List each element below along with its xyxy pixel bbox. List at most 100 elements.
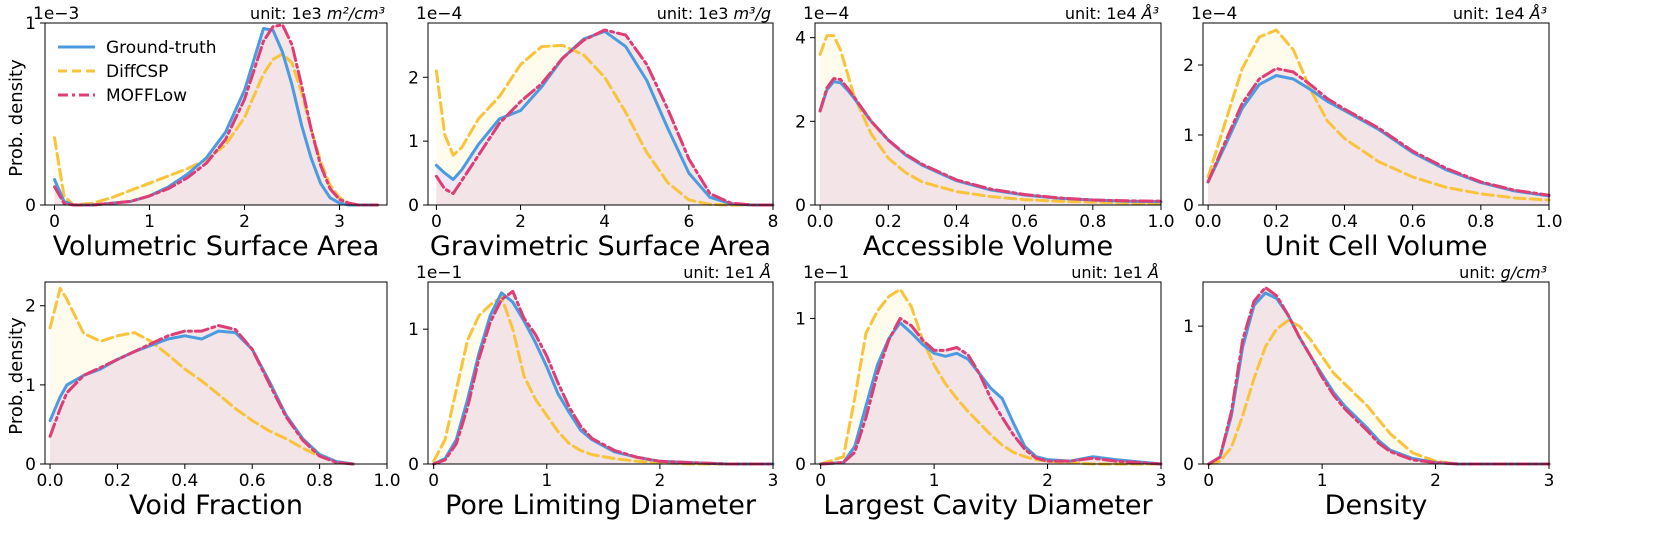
y-tick-label: 0: [1183, 455, 1194, 475]
y-tick-label: 1: [408, 132, 419, 152]
legend-label: MOFFLow: [106, 86, 187, 106]
x-axis-label: Density: [1325, 490, 1428, 521]
x-axis-label: Accessible Volume: [863, 231, 1113, 262]
line-mofflow: [1206, 67, 1551, 197]
axes-frame: [427, 22, 774, 206]
y-tick-label: 0: [1183, 196, 1194, 216]
axis-multiplier: 1e−4: [416, 4, 462, 24]
line-diffcsp: [53, 52, 379, 207]
x-tick-label: 0.4: [171, 471, 198, 491]
y-tick-label: 1: [25, 376, 36, 396]
y-tick-label: 2: [408, 68, 419, 88]
y-tick-label: 1: [408, 320, 419, 340]
unit-label: unit: 1e4 Å³: [1453, 4, 1547, 23]
legend-item-diffcsp: DiffCSP: [58, 62, 168, 82]
x-tick-label: 0.8: [306, 471, 333, 491]
x-axis-label: Gravimetric Surface Area: [430, 231, 771, 262]
y-axis-label-bottom: Prob. density: [6, 317, 27, 435]
y-axis-label-top: Prob. density: [6, 59, 27, 177]
unit-label: unit: 1e4 Å³: [1065, 4, 1159, 23]
axis-multiplier: 1e−1: [416, 263, 462, 283]
x-tick-label: 3: [768, 471, 779, 491]
line-mofflow: [53, 23, 379, 207]
y-tick-label: 0: [408, 455, 419, 475]
x-tick-label: 0.2: [104, 471, 131, 491]
x-tick-label: 1: [929, 471, 940, 491]
x-tick-label: 0.8: [1467, 212, 1494, 232]
axes-frame: [814, 281, 1162, 465]
area-mofflow: [1208, 287, 1549, 464]
unit-label: unit: 1e1 Å: [1071, 263, 1159, 282]
legend-label: Ground-truth: [106, 38, 217, 58]
unit-label: unit: 1e1 Å: [683, 263, 771, 282]
x-tick-label: 0: [428, 471, 439, 491]
legend: Ground-truth DiffCSP MOFFLow: [58, 38, 217, 106]
unit-label: unit: g/cm³: [1459, 263, 1547, 282]
x-tick-label: 3: [334, 212, 345, 232]
axes-frame: [814, 22, 1162, 206]
y-tick-label: 2: [25, 297, 36, 317]
x-tick-label: 0.2: [1263, 212, 1290, 232]
line-mofflow: [1207, 286, 1551, 466]
line-diffcsp: [48, 286, 355, 466]
x-tick-label: 2: [1430, 471, 1441, 491]
x-tick-label: 0.0: [807, 212, 834, 232]
x-tick-label: 2: [239, 212, 250, 232]
x-tick-label: 0: [49, 212, 60, 232]
axes-frame: [44, 22, 388, 206]
axes-frame: [44, 281, 388, 465]
x-tick-label: 0: [815, 471, 826, 491]
y-tick-label: 0: [408, 196, 419, 216]
x-tick-label: 1: [1317, 471, 1328, 491]
axes-frame: [1202, 22, 1550, 206]
legend-label: DiffCSP: [106, 62, 168, 82]
line-mofflow: [48, 324, 355, 466]
x-tick-label: 0: [431, 212, 442, 232]
x-tick-label: 0.6: [1399, 212, 1426, 232]
area-mofflow: [820, 318, 1161, 464]
line-mofflow: [432, 289, 775, 466]
line-mofflow: [434, 28, 775, 207]
axis-multiplier: 1e−4: [803, 4, 849, 24]
x-tick-label: 3: [1544, 471, 1555, 491]
y-tick-label: 4: [795, 29, 806, 49]
x-tick-label: 1: [541, 471, 552, 491]
line-mofflow: [818, 77, 1163, 203]
x-axis-label: Pore Limiting Diameter: [445, 490, 757, 521]
legend-item-ground-truth: Ground-truth: [58, 38, 217, 58]
panel-3: 0.0 0.2 0.4 0.6 0.8 1.0 0 2 4 Accessible Volume 1e…: [795, 4, 1174, 262]
line-diffcsp: [818, 34, 1163, 205]
x-axis-label: Void Fraction: [129, 490, 303, 521]
x-axis-label: Largest Cavity Diameter: [823, 490, 1153, 521]
y-tick-label: 2: [1183, 56, 1194, 76]
y-tick-label: 0: [795, 196, 806, 216]
legend-item-mofflow: MOFFLow: [58, 86, 187, 106]
area-mofflow: [433, 291, 773, 464]
y-tick-label: 0: [25, 455, 36, 475]
x-tick-label: 2: [515, 212, 526, 232]
x-tick-label: 0.0: [37, 471, 64, 491]
y-tick-label: 0: [25, 196, 36, 216]
area-mofflow: [50, 325, 354, 464]
x-tick-label: 0.6: [1011, 212, 1038, 232]
axes-frame: [1202, 281, 1550, 465]
x-tick-label: 4: [599, 212, 610, 232]
x-tick-label: 1.0: [373, 471, 400, 491]
line-mofflow: [819, 316, 1163, 466]
area-mofflow: [820, 78, 1161, 205]
line-diffcsp: [434, 43, 775, 207]
y-tick-label: 0: [795, 455, 806, 475]
y-tick-label: 2: [795, 112, 806, 132]
x-tick-label: 2: [1042, 471, 1053, 491]
y-tick-label: 1: [795, 309, 806, 329]
x-tick-label: 3: [1156, 471, 1167, 491]
axes-frame: [427, 281, 774, 465]
x-tick-label: 0.6: [239, 471, 266, 491]
axis-multiplier: 1e−3: [33, 4, 79, 24]
panel-5: 0.0 0.2 0.4 0.6 0.8 1.0 0 1 2 Void Fraction: [25, 281, 401, 521]
